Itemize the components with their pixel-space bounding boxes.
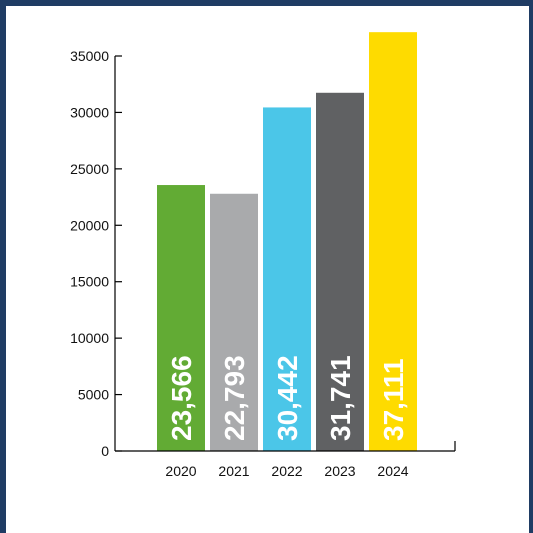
x-axis: 2020 2021 2022 2023 2024: [115, 441, 456, 479]
bar-2023: [316, 92, 364, 451]
bar-2022: [263, 107, 311, 452]
x-tick-label: 2023: [324, 463, 355, 479]
x-tick-label: 2020: [165, 463, 196, 479]
bar-value-label: 37,111: [378, 358, 409, 441]
bar-2020: [157, 185, 205, 451]
y-tick-label: 0: [101, 443, 109, 459]
x-tick-label: 2022: [271, 463, 302, 479]
y-tick-label: 5000: [78, 387, 109, 403]
y-tick-label: 35000: [70, 48, 109, 64]
y-tick-label: 20000: [70, 217, 109, 233]
bar-value-label: 23,566: [166, 355, 197, 441]
x-tick-label: 2021: [218, 463, 249, 479]
y-tick-label: 25000: [70, 161, 109, 177]
x-tick-label: 2024: [377, 463, 408, 479]
y-tick-label: 30000: [70, 104, 109, 120]
bars: 23,566 22,793 30,442 31,741 37,111: [157, 32, 417, 452]
bar-value-label: 30,442: [272, 355, 303, 441]
bar-2021: [210, 193, 258, 451]
bar-value-label: 31,741: [325, 355, 356, 441]
bar-value-label: 22,793: [219, 355, 250, 441]
y-tick-label: 10000: [70, 330, 109, 346]
y-tick-label: 15000: [70, 274, 109, 290]
bar-2024: [369, 32, 417, 452]
y-axis: 0 5000 10000 15000 20000 25000 30000 35000: [70, 48, 122, 459]
